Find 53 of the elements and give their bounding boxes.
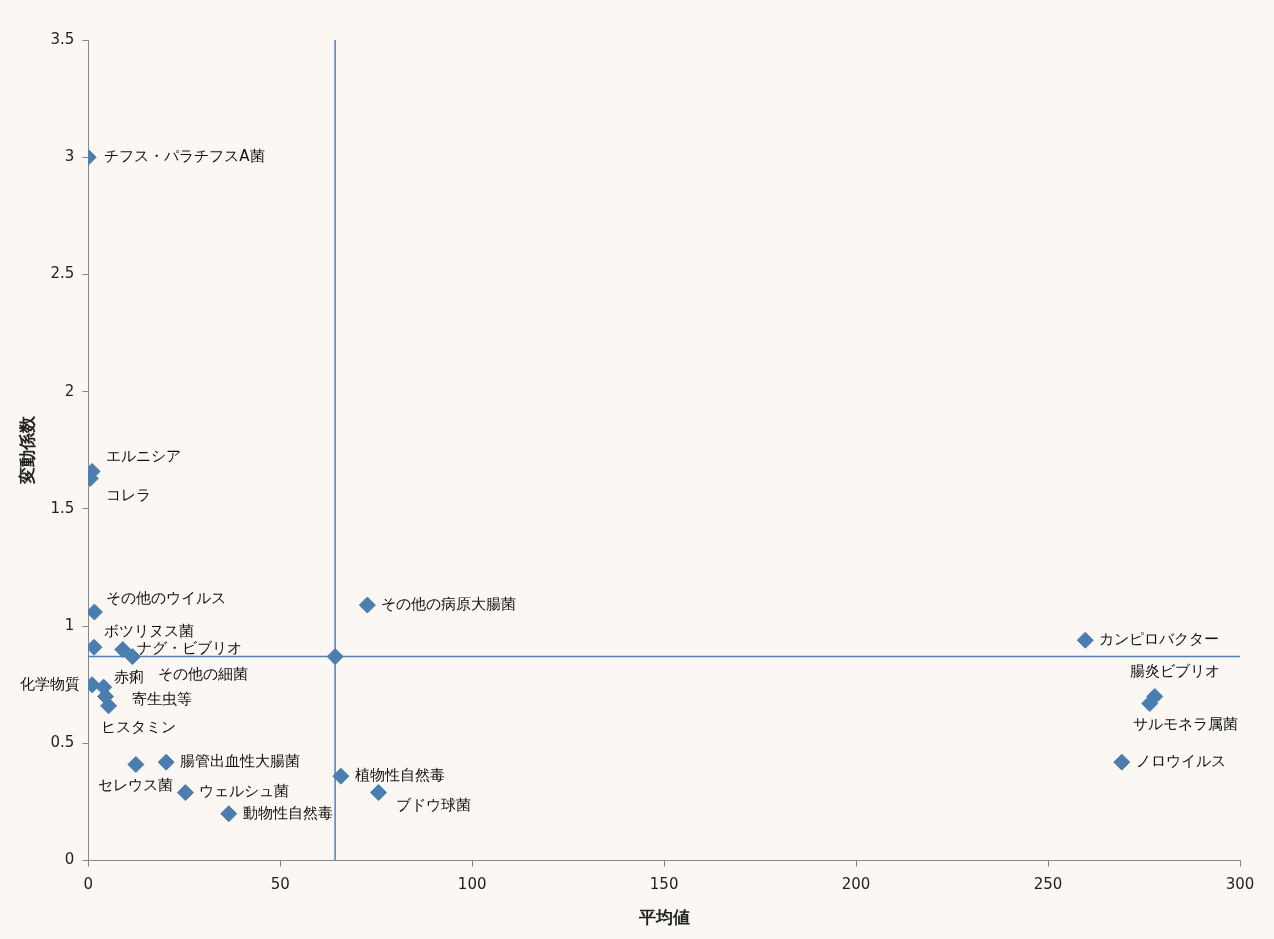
series-label: 寄生虫等 [131,690,192,709]
series-label: カンピロバクター [1099,630,1220,649]
point [127,755,145,773]
x-tick-label: 300 [1225,875,1255,894]
point [370,784,387,802]
point [358,596,376,614]
series-label: サルモネラ属菌 [1133,715,1239,734]
point [332,767,350,785]
series-label: その他のウイルス [106,588,227,607]
x-tick-label: 250 [1033,875,1063,894]
y-tick-label: 1.5 [50,498,75,517]
series-label: 赤痢 [113,667,144,686]
series-label: エルニシア [106,447,182,466]
x-tick-label: 200 [841,875,871,894]
point [1113,753,1131,771]
series-label: ヒスタミン [100,717,176,736]
y-tick-label: 0.5 [50,733,75,752]
series-label: 化学物質 [20,674,81,693]
series-label: 植物性自然毒 [354,766,445,785]
series-label: ノロウイルス [1135,752,1226,771]
x-tick-label: 50 [270,875,290,894]
series-label: ブドウ球菌 [396,796,472,815]
series-label: コレラ [106,486,152,505]
point [220,805,238,823]
series-label: 腸炎ビブリオ [1129,662,1220,681]
point [326,648,344,666]
series-label: その他の病原大腸菌 [381,594,517,613]
point [88,603,103,621]
series-label: ボツリヌス菌 [104,622,195,641]
series-label: 動物性自然毒 [242,803,333,822]
series-label: その他の細菌 [158,664,249,683]
y-tick-label: 0 [64,850,75,869]
series-label: チフス・パラチフスA菌 [104,147,265,166]
series-label: ナグ・ビブリオ [136,639,242,658]
point [157,753,175,771]
y-tick-label: 2.5 [50,264,75,283]
y-tick-label: 3.5 [50,29,75,48]
point [114,641,132,659]
y-tick-label: 2 [64,381,75,400]
point [1146,687,1164,705]
x-tick-label: 100 [457,875,487,894]
point [176,784,194,802]
y-tick-label: 3 [64,147,75,166]
series-label: セレウス菌 [98,776,174,795]
x-tick-label: 150 [649,875,679,894]
y-axis-title: 変動係数 [16,415,37,486]
series-label: ウェルシュ菌 [199,782,290,801]
x-axis-title: 平均値 [637,907,690,928]
y-tick-label: 1 [64,616,75,635]
series-label: 腸管出血性大腸菌 [180,752,301,771]
point [88,638,103,656]
point [1076,631,1094,649]
x-tick-label: 0 [83,875,94,894]
